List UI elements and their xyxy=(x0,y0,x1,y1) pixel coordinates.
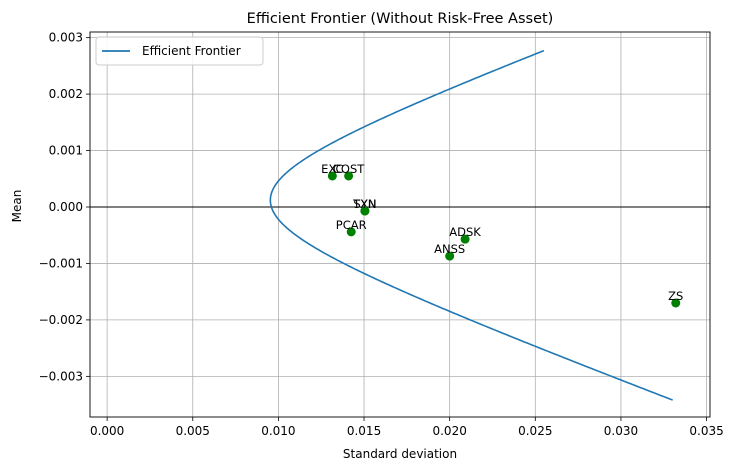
x-tick-label: 0.015 xyxy=(347,424,381,438)
asset-label-cost: COST xyxy=(333,162,365,176)
x-tick-label: 0.000 xyxy=(90,424,124,438)
asset-label-syn: SYN xyxy=(353,197,376,211)
asset-point-adsk xyxy=(460,234,470,244)
efficient-frontier-line xyxy=(269,49,673,401)
asset-point-pcar xyxy=(346,227,356,237)
axis-ticks: 0.000 0.005 0.010 0.015 0.020 0.025 0.030 0.035… xyxy=(39,31,724,438)
y-tick-label: 0.001 xyxy=(49,144,83,158)
asset-label-exc: EXC xyxy=(321,162,343,176)
asset-point-syn xyxy=(360,206,370,216)
asset-label-adsk: ADSK xyxy=(449,225,481,239)
y-axis-label: Mean xyxy=(10,190,24,223)
y-tick-label: −0.002 xyxy=(39,313,83,327)
y-tick-label: −0.003 xyxy=(39,369,83,383)
asset-label-pcar: PCAR xyxy=(336,218,367,232)
grid xyxy=(90,32,710,417)
x-tick-label: 0.030 xyxy=(604,424,638,438)
asset-point-cost xyxy=(344,171,354,181)
x-tick-label: 0.005 xyxy=(176,424,210,438)
chart-title: Efficient Frontier (Without Risk-Free As… xyxy=(247,11,554,27)
y-tick-label: 0.000 xyxy=(49,200,83,214)
asset-point-exc xyxy=(327,171,337,181)
x-tick-label: 0.025 xyxy=(518,424,552,438)
asset-label-txn: TXN xyxy=(352,197,377,211)
plot-area-frame xyxy=(89,31,711,418)
x-tick-label: 0.010 xyxy=(261,424,295,438)
y-tick-label: 0.003 xyxy=(49,31,83,45)
y-tick-label: −0.001 xyxy=(39,256,83,270)
asset-label-anss: ANSS xyxy=(434,242,465,256)
x-axis-label: Standard deviation xyxy=(343,447,457,461)
asset-label-zs: ZS xyxy=(668,289,683,303)
asset-point-zs xyxy=(671,298,681,308)
y-tick-label: 0.002 xyxy=(49,87,83,101)
legend-box xyxy=(95,36,264,66)
legend-label-efficient-frontier: Efficient Frontier xyxy=(142,44,241,58)
x-tick-label: 0.035 xyxy=(689,424,723,438)
asset-point-anss xyxy=(445,251,455,261)
x-tick-label: 0.020 xyxy=(432,424,466,438)
legend: Efficient Frontier xyxy=(95,36,264,66)
